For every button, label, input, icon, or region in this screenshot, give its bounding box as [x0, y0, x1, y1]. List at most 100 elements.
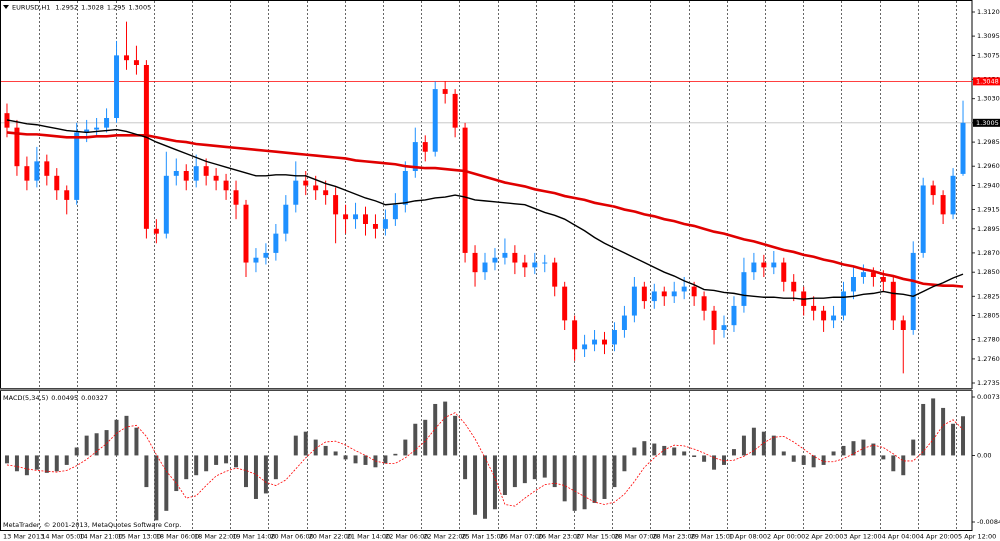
macd-tick-label: 0.00 [977, 451, 991, 459]
macd-bar [901, 455, 906, 476]
macd-bar [851, 441, 856, 456]
candle-body [860, 272, 866, 277]
macd-bar [363, 455, 368, 465]
candle-body [651, 291, 657, 302]
candle-body [432, 89, 438, 152]
macd-bar [234, 455, 239, 468]
candle-body [562, 286, 568, 321]
candle-body [263, 252, 269, 258]
candle-body [870, 272, 876, 277]
candle-body [104, 118, 110, 128]
macd-bar [612, 455, 617, 488]
macd-bar [54, 455, 59, 472]
candle-body [761, 262, 767, 268]
candle-body [621, 315, 627, 330]
candle-body [233, 190, 239, 205]
x-tick-label: 14 Mar 21:00 [79, 533, 122, 541]
macd-bar [821, 455, 826, 465]
macd-bar [343, 455, 348, 460]
candle-body [900, 320, 906, 330]
macd-bar [801, 455, 806, 465]
macd-bar [473, 455, 478, 515]
macd-bar [253, 455, 258, 499]
candle-body [482, 262, 488, 273]
candle-body [602, 339, 607, 345]
x-tick-label: 22 Mar 22:00 [423, 533, 466, 541]
x-tick-label: 5 Apr 12:00 [958, 533, 996, 541]
candle-body [890, 281, 896, 321]
y-tick-label: 1.2805 [977, 312, 1000, 320]
x-tick-label: 15 Mar 13:00 [118, 533, 161, 541]
x-tick-label: 3 Apr 12:00 [843, 533, 881, 541]
macd-bar [204, 455, 209, 472]
x-tick-label: 22 Mar 06:00 [385, 533, 428, 541]
x-tick-label: 2 Apr 00:00 [767, 533, 805, 541]
candle-body [691, 286, 697, 297]
candle-body [850, 277, 856, 292]
macd-bar [672, 447, 677, 456]
macd-bar [761, 431, 766, 456]
macd-bar [662, 445, 667, 456]
macd-bar [552, 455, 557, 488]
candle-body [323, 190, 329, 196]
macd-bar [751, 427, 756, 456]
y-tick-label: 1.2735 [977, 379, 1000, 387]
candle-body [960, 122, 966, 174]
macd-bar [781, 451, 786, 456]
macd-bar [104, 430, 109, 456]
candle-body [422, 142, 428, 152]
candle-body [14, 127, 20, 167]
macd-bar [921, 403, 926, 456]
candle-body [64, 190, 70, 200]
candle-body [24, 166, 30, 181]
candle-body [532, 262, 538, 268]
x-tick-label: 18 Mar 06:00 [156, 533, 199, 541]
y-tick-label: 1.3095 [977, 32, 1000, 40]
macd-bar [333, 451, 338, 456]
open-value: 1.2952 [55, 4, 78, 12]
candle-body [681, 286, 687, 292]
macd-bar [881, 455, 886, 460]
macd-bar [532, 455, 537, 480]
macd-bar [4, 455, 9, 464]
candle-body [84, 129, 90, 133]
macd-bar [34, 455, 39, 470]
macd-bar [861, 439, 866, 456]
macd-bar [702, 455, 707, 462]
y-tick-label: 1.2825 [977, 292, 1000, 300]
macd-bar [731, 449, 736, 456]
macd-bar [413, 423, 418, 456]
candle-body [831, 315, 837, 321]
macd-bar [383, 455, 388, 464]
macd-bar [722, 455, 727, 465]
candle-body [910, 252, 916, 330]
x-tick-label: 2 Apr 20:00 [805, 533, 843, 541]
x-tick-label: 21 Mar 14:00 [347, 533, 390, 541]
candle-body [950, 175, 956, 215]
x-tick-label: 28 Mar 07:00 [614, 533, 657, 541]
candle-body [353, 214, 359, 220]
macd-bar [293, 435, 298, 456]
candle-body [133, 60, 139, 65]
macd-bar [154, 455, 159, 521]
macd-bar [682, 451, 687, 456]
macd-tick-label: 0.00738 [977, 393, 1000, 401]
level-label: 1.3048 [976, 77, 999, 85]
macd-bar [652, 443, 657, 456]
macd-bar [592, 455, 597, 503]
symbol-menu-icon[interactable] [3, 5, 9, 9]
candle-body [781, 262, 787, 282]
candle-body [183, 171, 189, 181]
macd-bar [443, 401, 448, 456]
x-tick-label: 4 Apr 04:00 [882, 533, 920, 541]
candle-body [920, 185, 926, 253]
candle-body [641, 286, 647, 302]
candle-body [392, 204, 398, 220]
candle-body [492, 257, 498, 263]
candle-body [123, 55, 129, 61]
macd-bar [572, 455, 577, 511]
x-tick-label: 29 Mar 15:00 [691, 533, 734, 541]
candle-body [303, 180, 309, 186]
candle-body [701, 296, 707, 311]
